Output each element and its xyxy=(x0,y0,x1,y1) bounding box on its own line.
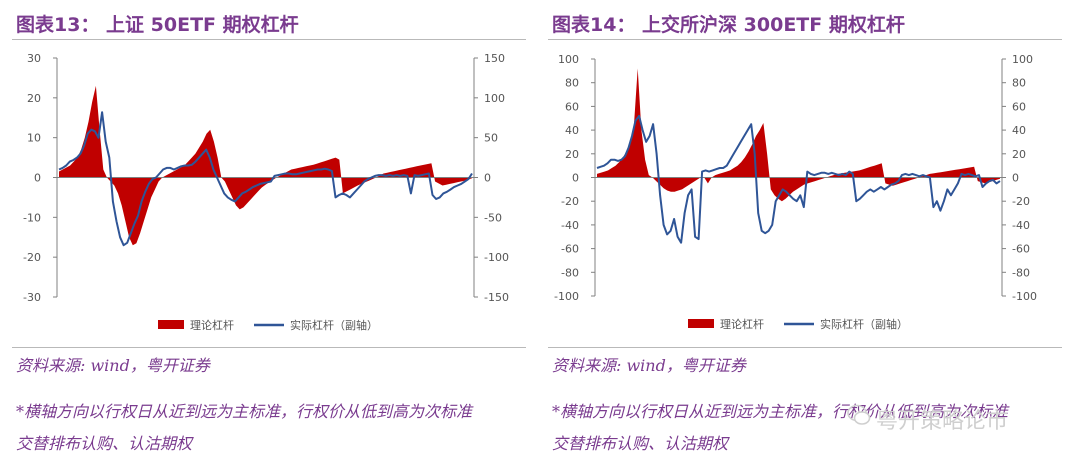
right-tick-label: -100 xyxy=(1012,290,1037,303)
right-tick-label: -40 xyxy=(1012,219,1030,232)
axis-note-2: 交替排布认购、认沽期权 xyxy=(552,434,729,453)
left-tick-label: 20 xyxy=(565,148,579,161)
left-tick-label: 40 xyxy=(565,124,579,137)
divider xyxy=(548,39,1062,40)
axis-note: *横轴方向以行权日从近到远为主标准，行权价从低到高为次标准 xyxy=(552,402,1009,421)
left-tick-label: -10 xyxy=(23,211,41,224)
chart-14: 100 80 60 40 20 0 -20 -40 -60 -80 -100 100 80 60 40 20 0… xyxy=(554,53,1037,331)
right-tick-label: -60 xyxy=(1012,243,1030,256)
left-tick-label: -20 xyxy=(23,251,41,264)
legend-label-theoretical: 理论杠杆 xyxy=(720,317,764,331)
right-tick-label: 150 xyxy=(484,52,505,65)
right-tick-label: 0 xyxy=(1012,172,1019,185)
right-tick-label: 0 xyxy=(484,172,491,185)
chart-title: 图表14： 上交所沪深 300ETF 期权杠杆 xyxy=(552,14,905,36)
left-tick-label: -30 xyxy=(23,291,41,304)
right-tick-label: 50 xyxy=(484,132,498,145)
left-tick-label: 60 xyxy=(565,100,579,113)
left-tick-label: 100 xyxy=(558,53,579,66)
right-tick-label: 40 xyxy=(1012,124,1026,137)
right-tick-label: 100 xyxy=(484,92,505,105)
wechat-icon xyxy=(847,404,871,425)
left-tick-label: 20 xyxy=(27,92,41,105)
right-tick-label: -80 xyxy=(1012,266,1030,279)
right-tick-label: 20 xyxy=(1012,148,1026,161)
chart-panel-14: 图表14： 上交所沪深 300ETF 期权杠杆 100 80 60 40 20 0 -20 -… xyxy=(548,0,1063,464)
right-tick-label: -50 xyxy=(484,211,502,224)
left-tick-label: -80 xyxy=(561,266,579,279)
right-tick-label: 100 xyxy=(1012,53,1033,66)
right-tick-label: -100 xyxy=(484,251,509,264)
chart-title: 图表13： 上证 50ETF 期权杠杆 xyxy=(16,14,299,36)
left-tick-label: 80 xyxy=(565,77,579,90)
axis-note-2: 交替排布认购、认沽期权 xyxy=(16,434,193,453)
right-tick-label: 80 xyxy=(1012,77,1026,90)
left-tick-label: 30 xyxy=(27,52,41,65)
watermark: 粤开策略论市 xyxy=(876,409,1009,434)
divider xyxy=(12,39,526,40)
right-tick-label: -20 xyxy=(1012,195,1030,208)
theoretical-area xyxy=(597,68,1000,202)
theoretical-area xyxy=(59,85,472,246)
source-note: 资料来源: wind，粤开证券 xyxy=(552,356,746,375)
legend-swatch-theoretical xyxy=(158,320,184,329)
left-tick-label: -100 xyxy=(554,290,579,303)
divider xyxy=(548,347,1062,348)
legend-label-actual: 实际杠杆（副轴） xyxy=(290,318,378,332)
left-tick-label: -20 xyxy=(561,195,579,208)
legend-swatch-theoretical xyxy=(688,319,714,328)
right-tick-label: 60 xyxy=(1012,100,1026,113)
axis-note: *横轴方向以行权日从近到远为主标准，行权价从低到高为次标准 xyxy=(16,402,473,421)
legend-label-actual: 实际杠杆（副轴） xyxy=(820,317,908,331)
actual-line xyxy=(58,111,473,247)
right-tick-label: -150 xyxy=(484,291,509,304)
actual-line xyxy=(596,114,1001,244)
left-tick-label: 10 xyxy=(27,132,41,145)
left-tick-label: -40 xyxy=(561,219,579,232)
left-tick-label: 0 xyxy=(34,172,41,185)
legend-label-theoretical: 理论杠杆 xyxy=(190,318,234,332)
chart-13: 3020100-10-20-30150100500-50-100-150理论杠杆… xyxy=(23,52,509,332)
source-note: 资料来源: wind，粤开证券 xyxy=(16,356,210,375)
left-tick-label: -60 xyxy=(561,243,579,256)
chart-panel-13: 图表13： 上证 50ETF 期权杠杆 30 20 10 0 -10 -20 -30 150 1… xyxy=(12,0,527,464)
divider xyxy=(12,347,526,348)
left-tick-label: 0 xyxy=(572,172,579,185)
